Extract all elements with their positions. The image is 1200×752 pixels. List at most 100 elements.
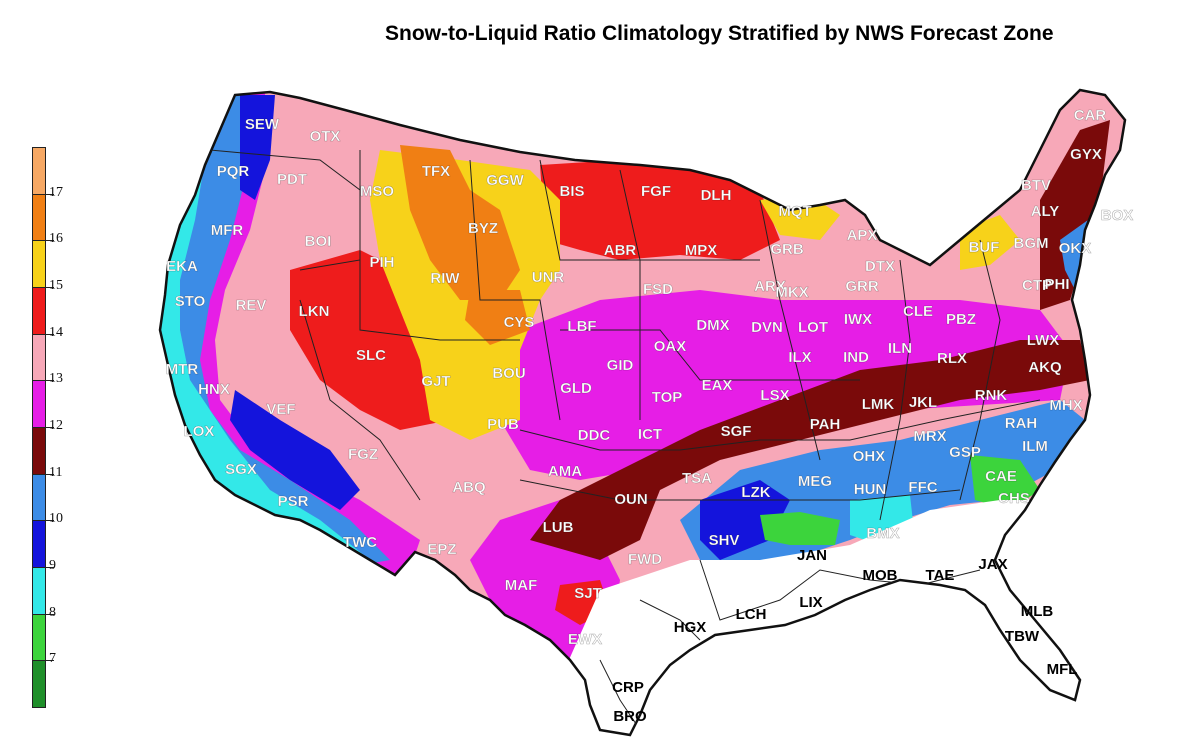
office-label-rnk: RNK <box>975 387 1008 404</box>
office-label-meg: MEG <box>798 473 832 490</box>
office-label-mkx: MKX <box>775 284 808 301</box>
office-label-sgf: SGF <box>721 423 752 440</box>
office-label-bmx: BMX <box>866 525 899 542</box>
legend-swatch <box>32 147 46 195</box>
office-label-hnx: HNX <box>198 381 230 398</box>
office-label-pbz: PBZ <box>946 311 976 328</box>
office-label-ddc: DDC <box>578 427 611 444</box>
legend-tick <box>46 567 54 568</box>
legend-tick <box>46 520 54 522</box>
office-label-unr: UNR <box>532 269 565 286</box>
legend-tick-label: 11 <box>49 464 63 480</box>
office-label-arx: ARX <box>754 278 786 295</box>
legend-tick-label: 16 <box>49 231 63 247</box>
office-label-riw: RIW <box>430 270 460 287</box>
office-label-sew: SEW <box>245 116 280 133</box>
office-label-eax: EAX <box>702 377 733 394</box>
region-14-basin <box>290 250 460 430</box>
legend-tick <box>46 380 54 382</box>
office-label-mqt: MQT <box>778 203 811 220</box>
zone-boundaries <box>209 149 1041 731</box>
office-label-abq: ABQ <box>452 479 486 496</box>
office-label-lot: LOT <box>798 319 828 336</box>
office-label-bou: BOU <box>492 365 525 382</box>
office-label-tae: TAE <box>926 567 955 584</box>
office-label-oun: OUN <box>614 491 647 508</box>
office-label-btv: BTV <box>1021 177 1051 194</box>
office-label-pub: PUB <box>487 416 519 433</box>
office-label-okx: OKX <box>1059 240 1092 257</box>
office-label-jkl: JKL <box>909 394 937 411</box>
office-label-pih: PIH <box>369 254 394 271</box>
legend-tick <box>46 473 54 475</box>
office-label-oax: OAX <box>654 338 687 355</box>
office-label-apx: APX <box>847 227 878 244</box>
office-label-vef: VEF <box>266 401 295 418</box>
office-label-fwd: FWD <box>628 551 662 568</box>
office-label-ggw: GGW <box>486 172 524 189</box>
office-label-jax: JAX <box>978 556 1007 573</box>
office-label-bgm: BGM <box>1014 235 1049 252</box>
office-label-lox: LOX <box>184 423 215 440</box>
color-legend <box>32 147 54 708</box>
office-label-mpx: MPX <box>685 242 718 259</box>
office-label-buf: BUF <box>969 239 1000 256</box>
office-label-lch: LCH <box>736 606 767 623</box>
map-title: Snow-to-Liquid Ratio Climatology Stratif… <box>385 22 1054 45</box>
legend-tick-label: 17 <box>49 184 63 200</box>
office-label-sjt: SJT <box>574 585 602 602</box>
office-label-iwx: IWX <box>844 311 872 328</box>
office-label-lwx: LWX <box>1027 332 1060 349</box>
office-label-lix: LIX <box>799 594 822 611</box>
office-label-dvn: DVN <box>751 319 783 336</box>
legend-tick <box>46 660 54 662</box>
office-label-ffc: FFC <box>908 479 937 496</box>
office-label-lbf: LBF <box>567 318 596 335</box>
office-label-lkn: LKN <box>299 303 330 320</box>
office-label-pah: PAH <box>810 416 841 433</box>
office-label-eka: EKA <box>166 258 198 275</box>
office-labels: SEW OTX PQR PDT MFR BOI EKA STO REV LKN MTR HNX VEF L… <box>166 107 1134 725</box>
office-label-crp: CRP <box>612 679 644 696</box>
office-label-shv: SHV <box>709 532 740 549</box>
office-label-dtx: DTX <box>865 258 895 275</box>
office-label-dlh: DLH <box>701 187 732 204</box>
region-11-northeast <box>1040 120 1110 310</box>
office-label-fgf: FGF <box>641 183 671 200</box>
office-label-bis: BIS <box>559 183 584 200</box>
office-label-hgx: HGX <box>674 619 707 636</box>
region-7-mississippi <box>760 512 840 545</box>
office-label-ewx: EWX <box>568 631 602 648</box>
office-label-otx: OTX <box>310 128 341 145</box>
office-label-sto: STO <box>175 293 206 310</box>
region-7-carolinas <box>970 455 1040 510</box>
office-label-mso: MSO <box>360 183 395 200</box>
office-label-boi: BOI <box>305 233 332 250</box>
region-16 <box>400 145 520 300</box>
office-label-gyx: GYX <box>1070 146 1102 163</box>
legend-tick-label: 15 <box>49 278 63 293</box>
office-label-lmk: LMK <box>862 396 895 413</box>
office-label-gld: GLD <box>560 380 592 397</box>
office-label-ilx: ILX <box>788 349 811 366</box>
legend-tick-label: 12 <box>49 418 63 433</box>
office-label-ama: AMA <box>548 463 582 480</box>
office-label-mfr: MFR <box>211 222 244 239</box>
legend-tick-label: 10 <box>49 511 63 527</box>
office-label-epz: EPZ <box>427 541 456 558</box>
office-label-iln: ILN <box>888 340 912 357</box>
office-label-bro: BRO <box>613 708 647 725</box>
office-label-rev: REV <box>236 297 267 314</box>
legend-tick-label: 9 <box>49 558 56 573</box>
office-label-sgx: SGX <box>225 461 257 478</box>
legend-tick <box>46 287 54 288</box>
legend-tick <box>46 427 54 428</box>
office-label-akq: AKQ <box>1028 359 1062 376</box>
region-14-north <box>540 160 780 260</box>
office-label-tsa: TSA <box>682 470 712 487</box>
office-label-gjt: GJT <box>421 373 450 390</box>
office-label-rlx: RLX <box>937 350 967 367</box>
office-label-pdt: PDT <box>277 171 307 188</box>
legend-tick <box>46 333 54 335</box>
office-label-gsp: GSP <box>949 444 981 461</box>
